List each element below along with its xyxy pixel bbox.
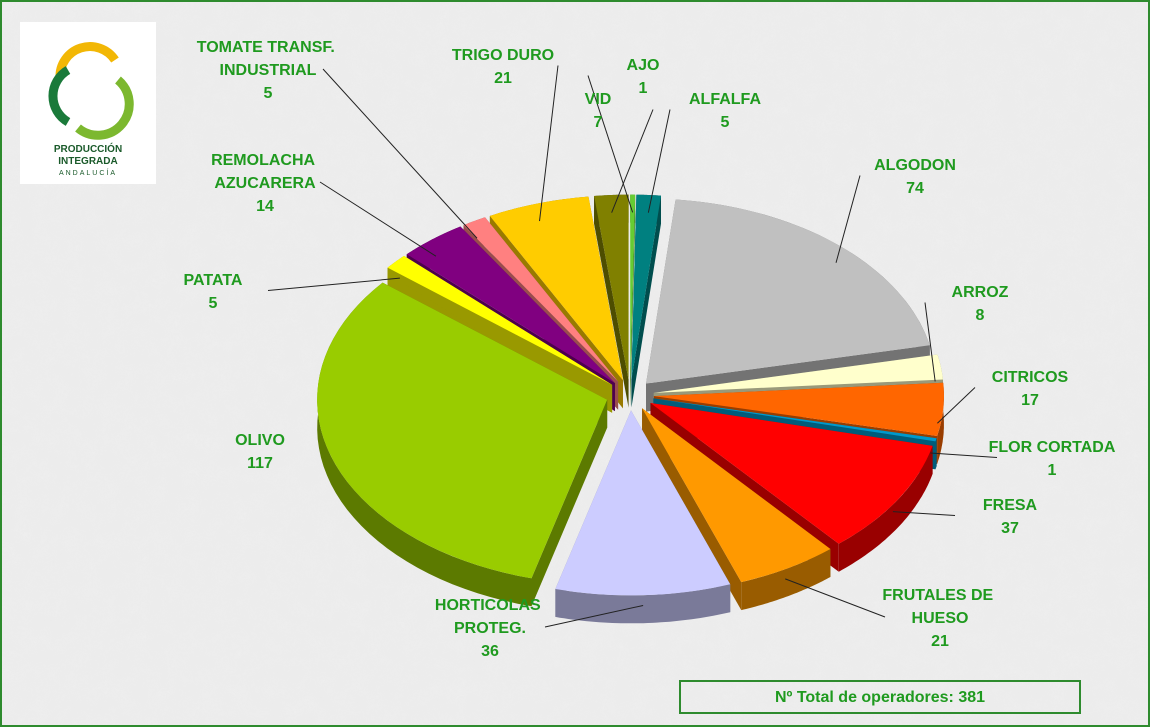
slice	[594, 194, 629, 380]
slice-side	[317, 282, 532, 607]
logo-arc	[48, 66, 71, 126]
slice-label: ARROZ	[952, 284, 1009, 301]
leader-line	[544, 604, 644, 628]
leader-line	[835, 175, 861, 263]
slice	[463, 217, 619, 382]
slice	[555, 410, 731, 596]
value-label: 14	[256, 198, 274, 215]
logo-arc	[75, 76, 134, 140]
value-label: 1	[639, 80, 648, 97]
logo-text: PRODUCCIÓN	[54, 142, 122, 155]
slice	[653, 398, 937, 442]
pie	[317, 194, 944, 624]
slice-label: AJO	[627, 57, 660, 74]
value-label: 21	[931, 633, 949, 650]
slice	[317, 282, 608, 579]
slice	[642, 408, 831, 583]
slice-label: OLIVO	[235, 432, 285, 449]
slice-edge	[631, 195, 662, 408]
leader-line	[322, 68, 478, 239]
leader-line	[539, 65, 559, 222]
slice-label: FRUTALES DE HUESO	[882, 587, 997, 627]
slice-edge	[630, 194, 636, 408]
slice-label: TRIGO DURO	[452, 47, 554, 64]
slice	[406, 226, 615, 384]
value-label: 117	[247, 455, 273, 472]
leader-line	[267, 277, 400, 291]
value-label: 5	[721, 114, 730, 131]
logo-text: INTEGRADA	[58, 156, 117, 167]
slice	[630, 194, 636, 380]
leader-line	[587, 75, 634, 213]
slice	[489, 196, 623, 381]
slice-label: PATATA	[184, 272, 243, 289]
slice-label: ALGODON	[874, 157, 956, 174]
total-label: Nº Total de operadores: 381	[775, 689, 985, 706]
slice-edge	[594, 195, 629, 408]
value-label: 5	[209, 295, 218, 312]
slice-side	[937, 382, 944, 464]
value-label: 37	[1001, 520, 1019, 537]
slice-label: HORTICOLAS PROTEG.	[435, 597, 545, 637]
leader-line	[937, 387, 976, 424]
slice	[387, 255, 613, 385]
value-label: 17	[1021, 392, 1039, 409]
logo-text: ANDALUCÍA	[59, 168, 117, 177]
slice-label: FRESA	[983, 497, 1038, 514]
slice-label: VID	[585, 91, 612, 108]
slice-label: ALFALFA	[689, 91, 761, 108]
leader-line	[611, 109, 654, 213]
slice-edge	[531, 399, 608, 607]
value-label: 36	[481, 643, 499, 660]
slice-side	[555, 584, 731, 624]
slice	[650, 403, 933, 544]
slice	[631, 194, 662, 380]
value-label: 21	[494, 70, 512, 87]
leader-line	[647, 109, 671, 213]
leader-line	[930, 452, 998, 458]
value-label: 74	[906, 180, 924, 197]
value-label: 8	[976, 307, 985, 324]
slice-label: REMOLACHA AZUCARERA	[211, 152, 319, 192]
slice-side	[838, 445, 933, 572]
value-label: 7	[594, 114, 603, 131]
slice	[646, 199, 930, 384]
slice	[653, 382, 944, 436]
leader-line	[892, 511, 956, 516]
logo-arc	[55, 42, 119, 79]
leader-line	[785, 578, 886, 618]
value-label: 1	[1048, 462, 1057, 479]
slice-edge	[642, 408, 742, 611]
logo: PRODUCCIÓN INTEGRADA ANDALUCÍA	[20, 22, 156, 184]
leader-line	[924, 302, 936, 382]
slice-label: CITRICOS	[992, 369, 1069, 386]
leader-line	[319, 181, 437, 257]
total-box	[679, 680, 1081, 714]
slice-label: TOMATE TRANSF. INDUSTRIAL	[197, 39, 340, 79]
value-label: 5	[264, 85, 273, 102]
slice	[653, 354, 944, 393]
slice-label: FLOR CORTADA	[989, 439, 1116, 456]
